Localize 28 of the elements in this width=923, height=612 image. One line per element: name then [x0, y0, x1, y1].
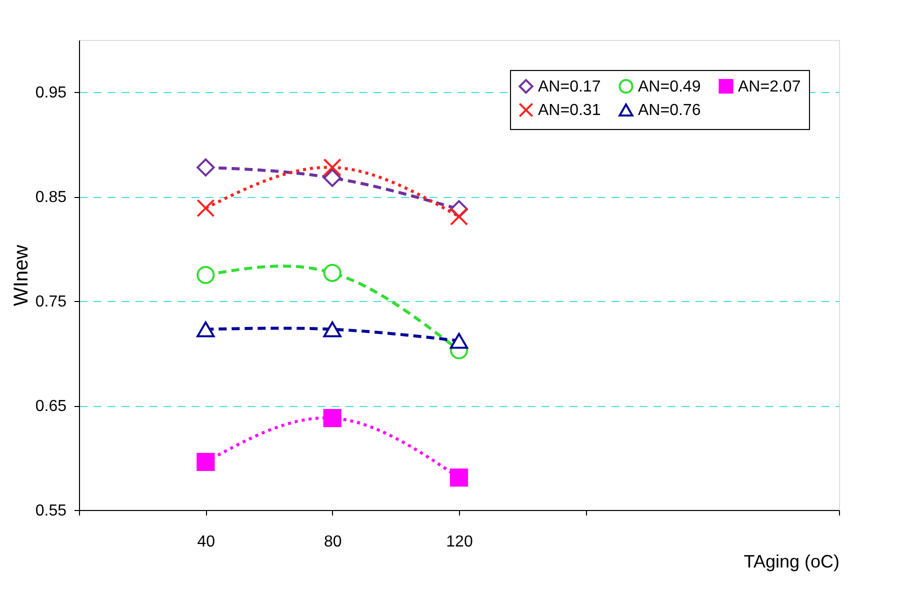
point	[196, 321, 215, 338]
y-axis-title: WInew	[10, 244, 32, 306]
y-tick-label: 0.85	[35, 189, 67, 206]
x-tick-label: 40	[197, 534, 216, 550]
point	[323, 409, 342, 428]
point	[196, 266, 215, 284]
point	[196, 199, 215, 218]
x-tick-label: 80	[324, 534, 342, 550]
point	[323, 168, 342, 187]
x-axis-title: TAging (oC)	[744, 552, 840, 572]
point	[450, 207, 468, 226]
point	[196, 452, 215, 472]
point	[323, 158, 342, 176]
point	[323, 321, 342, 338]
point	[450, 332, 468, 349]
legend-label: AN=0.31	[538, 102, 601, 119]
y-tick-label: 0.95	[35, 84, 67, 102]
point	[450, 468, 468, 487]
y-tick-label: 0.75	[35, 294, 67, 311]
point	[196, 158, 215, 176]
point	[323, 264, 342, 282]
legend-label: AN=0.49	[638, 78, 701, 96]
legend-label: AN=0.17	[538, 78, 601, 96]
y-tick-label: 0.55	[35, 502, 67, 520]
legend-label: AN=0.76	[638, 102, 701, 119]
y-tick-label: 0.65	[35, 398, 67, 416]
x-tick-label: 120	[446, 534, 473, 550]
legend-label: AN=2.07	[738, 78, 801, 96]
